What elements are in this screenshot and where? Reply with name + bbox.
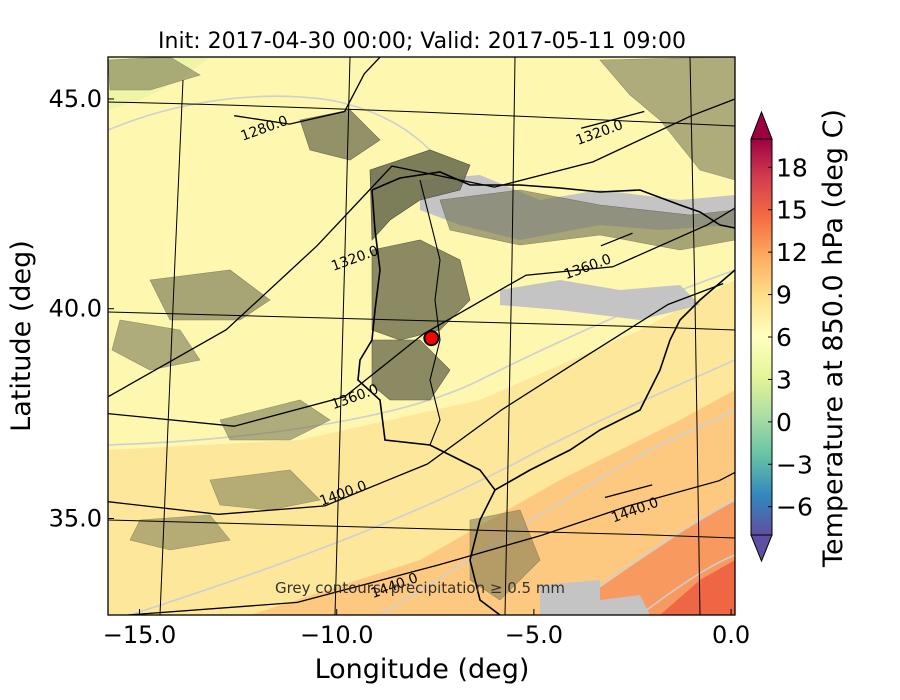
colorbar-tick-label: −6	[776, 493, 813, 522]
colorbar-tick-label: 15	[776, 196, 808, 225]
gridline-lon-0	[689, 57, 701, 615]
colorbar-extend-max	[750, 110, 773, 140]
contour-line-1440	[604, 484, 653, 499]
warm-band-3	[560, 500, 735, 615]
x-axis-label: Longitude (deg)	[315, 654, 530, 685]
gridline-lon-10	[334, 57, 351, 615]
colorbar-tick-label: 9	[776, 281, 792, 310]
colorbar-tick-label: 0	[776, 408, 792, 437]
geopotential-contours	[108, 57, 735, 615]
colorbar-ticks: −6 −3 0 3 6 9 12 15 18	[768, 153, 813, 522]
colorbar-tick-label: 18	[776, 153, 808, 182]
contour-line-1280	[234, 57, 381, 125]
colorbar-tick-label: 12	[776, 238, 808, 267]
colorbar-label: Temperature at 850.0 hPa (deg C)	[818, 109, 849, 568]
warm-band-2	[250, 390, 735, 615]
x-tick-label: −10.0	[300, 621, 374, 649]
colorbar: −6 −3 0 3 6 9 12 15 18	[750, 110, 813, 563]
map-area: 1280.01320.01320.01360.01360.01400.01440…	[108, 57, 735, 615]
colorbar-tick-label: 6	[776, 323, 792, 352]
coastlines	[357, 171, 735, 615]
colorbar-extend-min	[750, 534, 773, 563]
y-tick-label: 40.0	[49, 295, 102, 323]
contour-line-1320	[108, 98, 735, 398]
plot-frame	[107, 56, 736, 616]
contour-line-1360	[600, 232, 633, 247]
y-tick-label: 45.0	[49, 85, 102, 113]
x-tick-label: −15.0	[103, 621, 177, 649]
contour-line-1320	[581, 110, 645, 129]
y-axis-label: Latitude (deg)	[6, 240, 37, 432]
x-tick-label: 0.0	[712, 621, 750, 649]
gridline-lon-15	[159, 79, 184, 615]
contour-line-1400	[108, 282, 724, 515]
y-axis-ticks: 35.0 40.0 45.0	[49, 85, 114, 533]
country-border	[419, 179, 441, 446]
x-axis-ticks: −15.0 −10.0 −5.0 0.0	[103, 609, 750, 649]
location-marker	[423, 330, 440, 347]
colorbar-tick-label: 3	[776, 365, 792, 394]
precipitation-note: Grey contours: precipitation ≥ 0.5 mm	[275, 579, 565, 597]
y-tick-label: 35.0	[49, 505, 102, 533]
colorbar-tick-label: −3	[776, 450, 813, 479]
gridline-lon-5	[504, 57, 516, 615]
contour-line-1440	[127, 471, 735, 615]
warm-band-4	[660, 560, 735, 615]
chart-title: Init: 2017-04-30 00:00; Valid: 2017-05-1…	[158, 29, 686, 54]
contour-line-1360	[108, 207, 735, 427]
x-tick-label: −5.0	[505, 621, 563, 649]
gridline-lat-45	[108, 101, 735, 127]
